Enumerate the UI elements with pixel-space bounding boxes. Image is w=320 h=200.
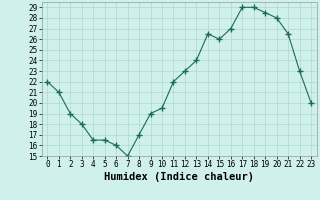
X-axis label: Humidex (Indice chaleur): Humidex (Indice chaleur) xyxy=(104,172,254,182)
